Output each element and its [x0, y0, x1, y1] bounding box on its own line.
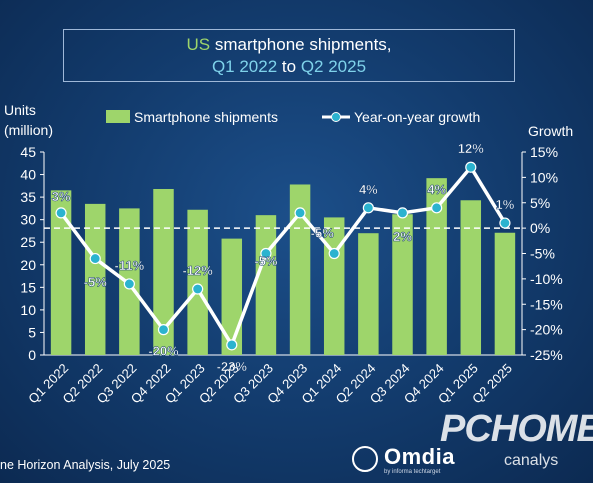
growth-point — [294, 207, 306, 219]
y2-axis-title: Growth — [528, 123, 573, 139]
chart-title-line1: US smartphone shipments, — [64, 34, 514, 56]
bar — [426, 178, 447, 355]
growth-data-label: 4% — [359, 182, 378, 197]
growth-point — [362, 202, 374, 214]
y-tick-label: 40 — [20, 167, 36, 183]
growth-point — [499, 217, 511, 229]
y-tick-label: 20 — [20, 257, 36, 273]
y2-tick-label: -5% — [530, 246, 555, 262]
y2-tick-label: 5% — [530, 195, 550, 211]
growth-data-label: -23% — [217, 359, 248, 374]
growth-data-label: -12% — [182, 263, 213, 278]
y2-tick-label: -25% — [530, 347, 563, 363]
y-tick-label: 10 — [20, 302, 36, 318]
legend-line-marker — [331, 112, 341, 122]
y2-tick-label: 15% — [530, 144, 558, 160]
growth-data-label: -5% — [254, 254, 278, 269]
bar — [221, 238, 243, 355]
growth-point — [123, 278, 135, 290]
omdia-logo-name: Omdia — [384, 444, 455, 469]
title-start-quarter: Q1 2022 — [211, 57, 278, 76]
bar — [392, 214, 413, 355]
omdia-logo-sub: by informa techtarget — [384, 469, 441, 475]
growth-data-label: 2% — [393, 229, 412, 244]
y2-tick-label: -20% — [530, 322, 563, 338]
y-tick-label: 5 — [28, 324, 36, 340]
omdia-logo: Omdia by informa techtarget — [352, 444, 502, 478]
y2-tick-label: -10% — [530, 271, 563, 287]
growth-data-label: 4% — [427, 182, 446, 197]
growth-point — [260, 247, 272, 260]
y-tick-label: 15 — [20, 279, 36, 295]
y-tick-label: 0 — [28, 347, 36, 363]
growth-data-label: 3% — [52, 189, 71, 204]
chart-title-box: US smartphone shipments, Q1 2022 to Q2 2… — [63, 29, 515, 82]
bar — [84, 203, 106, 355]
bar — [460, 200, 482, 355]
growth-data-label: -11% — [115, 258, 145, 273]
y-tick-label: 25 — [20, 234, 36, 250]
bar — [153, 188, 174, 355]
title-highlight-us: US — [186, 35, 211, 54]
omdia-logo-mark — [352, 446, 378, 472]
y2-tick-label: -15% — [530, 296, 563, 312]
growth-data-label: -20% — [148, 344, 179, 359]
y-axis-title-line2: (million) — [4, 122, 53, 138]
growth-point — [89, 252, 101, 265]
growth-point — [157, 324, 170, 336]
title-to: to — [281, 57, 297, 76]
y-tick-label: 30 — [20, 212, 36, 228]
growth-data-label: 12% — [458, 141, 484, 156]
bar — [289, 184, 311, 355]
bar — [255, 215, 277, 355]
watermark-subtext: canalys — [504, 452, 559, 469]
growth-point — [226, 339, 238, 351]
y-tick-label: 35 — [20, 189, 36, 205]
y2-tick-label: 10% — [530, 169, 558, 185]
legend-bar-label: Smartphone shipments — [134, 109, 278, 125]
growth-data-label: 1% — [496, 197, 515, 212]
growth-point — [465, 161, 477, 173]
growth-point — [328, 247, 340, 260]
growth-point — [55, 207, 67, 219]
source-note: ne Horizon Analysis, July 2025 — [0, 458, 171, 472]
y-axis-title-line1: Units — [4, 102, 36, 118]
title-end-quarter: Q2 2025 — [300, 57, 367, 76]
bar — [358, 233, 379, 355]
legend-line-label: Year-on-year growth — [354, 109, 480, 125]
growth-point — [192, 283, 204, 295]
legend-bar-swatch — [106, 110, 130, 123]
growth-line — [59, 165, 507, 347]
watermark-text: PCHOME — [440, 408, 593, 450]
chart-title-line2: Q1 2022 to Q2 2025 — [64, 56, 514, 78]
bar — [187, 209, 208, 355]
growth-point — [431, 202, 443, 214]
growth-point — [396, 207, 409, 219]
bar — [50, 190, 72, 355]
watermark: PCHOME canalys — [440, 408, 593, 478]
y2-tick-label: 0% — [530, 220, 550, 236]
growth-data-label: -5% — [84, 275, 108, 290]
growth-data-label: -5% — [311, 226, 335, 241]
y-tick-label: 45 — [20, 144, 36, 160]
title-rest: smartphone shipments, — [214, 35, 392, 54]
bar — [494, 232, 516, 355]
